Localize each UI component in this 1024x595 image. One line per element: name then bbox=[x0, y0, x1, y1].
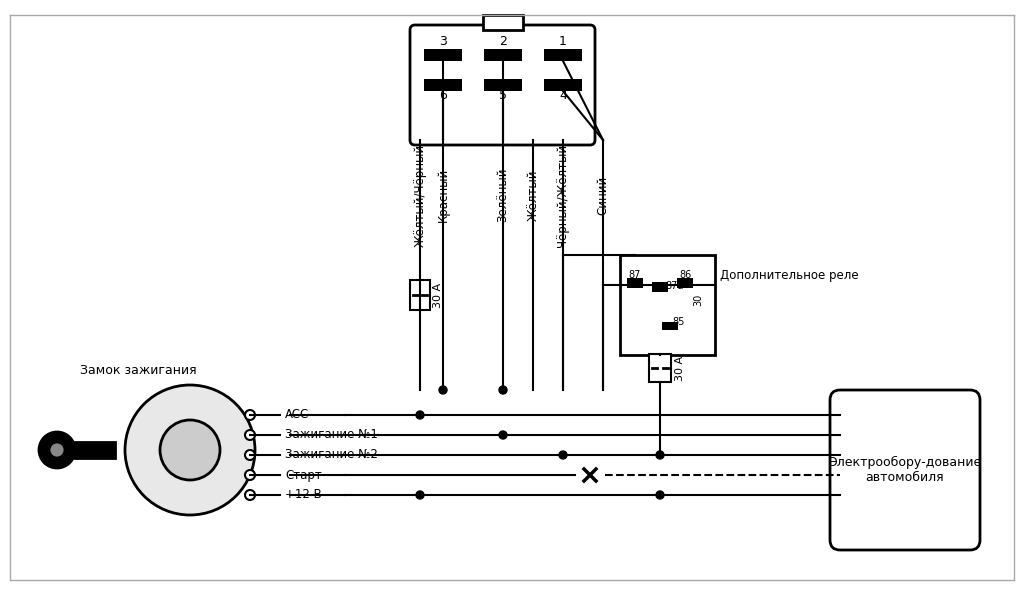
Bar bbox=[649, 354, 671, 382]
Circle shape bbox=[49, 442, 65, 458]
Text: 1: 1 bbox=[559, 35, 567, 48]
Circle shape bbox=[39, 432, 75, 468]
Text: Чёрный/Жёлтый: Чёрный/Жёлтый bbox=[556, 143, 569, 246]
Circle shape bbox=[656, 491, 664, 499]
Circle shape bbox=[245, 410, 255, 420]
Bar bbox=[662, 322, 678, 330]
Text: Красный: Красный bbox=[436, 168, 450, 222]
Text: 30: 30 bbox=[693, 294, 703, 306]
FancyBboxPatch shape bbox=[410, 25, 595, 145]
Bar bbox=[620, 255, 715, 355]
Bar bbox=[410, 280, 430, 310]
Text: 87a: 87a bbox=[665, 281, 683, 291]
Text: 86: 86 bbox=[679, 270, 691, 280]
Text: 30 А: 30 А bbox=[675, 355, 685, 381]
Text: Жёлтый: Жёлтый bbox=[526, 169, 540, 221]
Circle shape bbox=[245, 430, 255, 440]
Text: Старт: Старт bbox=[285, 468, 322, 481]
Circle shape bbox=[416, 411, 424, 419]
Text: 2: 2 bbox=[499, 35, 507, 48]
Circle shape bbox=[499, 431, 507, 439]
Text: 4: 4 bbox=[559, 89, 567, 102]
Circle shape bbox=[656, 451, 664, 459]
FancyBboxPatch shape bbox=[830, 390, 980, 550]
Bar bbox=[652, 282, 668, 292]
Text: Синий: Синий bbox=[597, 176, 609, 215]
Circle shape bbox=[499, 386, 507, 394]
Text: 3: 3 bbox=[439, 35, 446, 48]
Text: 87: 87 bbox=[629, 270, 641, 280]
Bar bbox=[677, 278, 693, 288]
Bar bbox=[424, 79, 462, 91]
Text: Зелёный: Зелёный bbox=[497, 168, 510, 223]
Bar bbox=[484, 49, 522, 61]
Text: 5: 5 bbox=[499, 89, 507, 102]
Text: Жёлтый/Чёрный: Жёлтый/Чёрный bbox=[414, 143, 427, 246]
Circle shape bbox=[416, 491, 424, 499]
Circle shape bbox=[160, 420, 220, 480]
Circle shape bbox=[245, 490, 255, 500]
Bar bbox=[544, 49, 582, 61]
Text: Дополнительное реле: Дополнительное реле bbox=[720, 268, 859, 281]
Text: 85: 85 bbox=[672, 317, 684, 327]
Bar bbox=[424, 49, 462, 61]
Text: Электрообору-дование
автомобиля: Электрообору-дование автомобиля bbox=[828, 456, 982, 484]
Circle shape bbox=[559, 451, 567, 459]
Circle shape bbox=[125, 385, 255, 515]
Text: Зажигание №1: Зажигание №1 bbox=[285, 428, 378, 441]
Text: 6: 6 bbox=[439, 89, 446, 102]
Text: Замок зажигания: Замок зажигания bbox=[80, 364, 197, 377]
Bar bbox=[60, 442, 115, 458]
Bar bbox=[627, 278, 643, 288]
Bar bbox=[544, 79, 582, 91]
Circle shape bbox=[439, 386, 447, 394]
Bar bbox=[482, 15, 522, 30]
Text: ACC: ACC bbox=[285, 409, 309, 421]
Circle shape bbox=[245, 470, 255, 480]
Text: 30 А: 30 А bbox=[433, 283, 443, 308]
Circle shape bbox=[245, 450, 255, 460]
Text: +12 В: +12 В bbox=[285, 488, 322, 502]
Text: Зажигание №2: Зажигание №2 bbox=[285, 449, 378, 462]
Bar bbox=[484, 79, 522, 91]
